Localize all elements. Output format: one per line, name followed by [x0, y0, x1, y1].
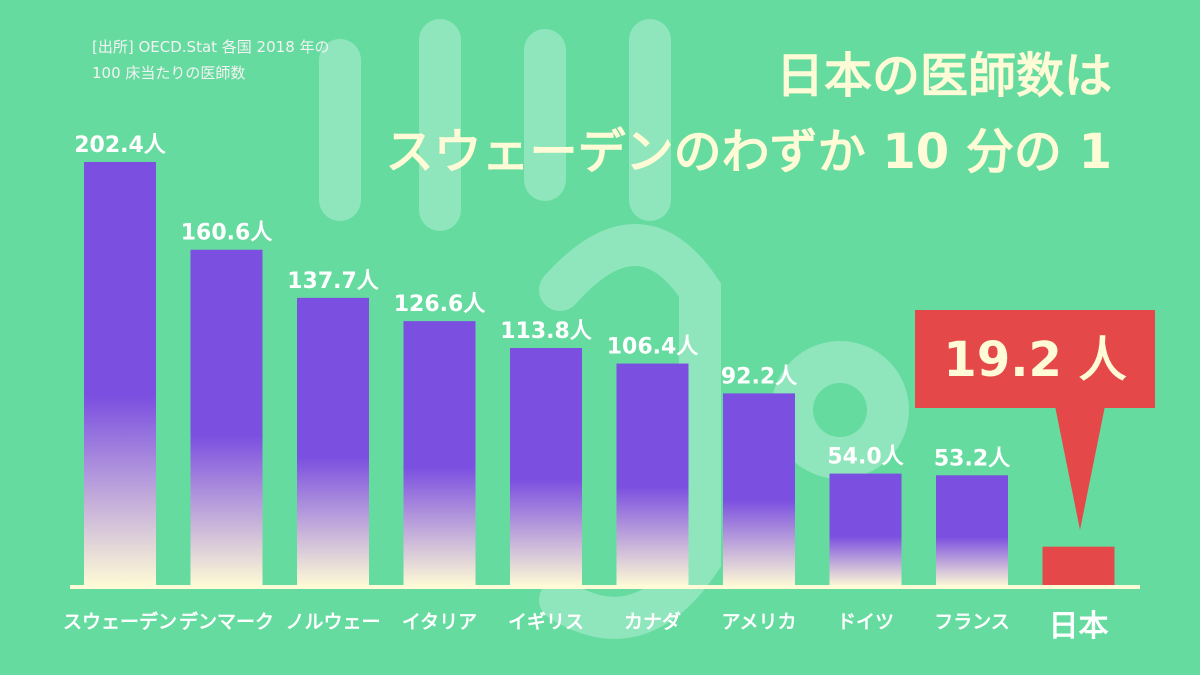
callout: 19.2 人 — [915, 310, 1155, 530]
value-label-5: 106.4人 — [607, 335, 699, 360]
value-label-4: 113.8人 — [500, 319, 592, 344]
bar-6 — [723, 393, 795, 587]
value-label-2: 137.7人 — [287, 269, 379, 294]
category-label-5: カナダ — [624, 610, 681, 633]
category-label-1: デンマーク — [179, 610, 274, 633]
bar-3 — [403, 321, 476, 587]
callout-value: 19.2 人 — [943, 332, 1126, 388]
callout-box — [915, 310, 1155, 408]
headline-line-1: 日本の医師数は — [776, 48, 1112, 104]
category-label-9: 日本 — [1049, 609, 1109, 644]
bar-9 — [1042, 546, 1115, 587]
category-label-3: イタリア — [402, 611, 477, 633]
bar-4 — [510, 348, 582, 587]
category-label-7: ドイツ — [837, 611, 894, 633]
value-label-1: 160.6人 — [181, 221, 273, 246]
category-label-0: スウェーデン — [63, 610, 177, 633]
bar-8 — [936, 475, 1008, 587]
value-labels-group: 202.4人 160.6人 137.7人 126.6人 113.8人 106.4人 92.2… — [74, 133, 1010, 471]
value-label-8: 53.2人 — [934, 446, 1010, 471]
bars-group — [84, 161, 1115, 588]
source-note-line-1: [出所] OECD.Stat 各国 2018 年の — [92, 38, 330, 56]
category-label-4: イギリス — [508, 611, 584, 633]
category-label-8: フランス — [934, 611, 1010, 633]
value-label-3: 126.6人 — [394, 292, 486, 317]
headline-line-2: スウェーデンのわずか 10 分の 1 — [386, 124, 1112, 180]
value-label-0: 202.4人 — [74, 133, 166, 158]
category-labels-group: スウェーデン デンマーク ノルウェー イタリア イギリス カナダ アメリカ ドイツ フランス 日本 — [63, 609, 1109, 644]
bar-5 — [616, 363, 689, 587]
category-label-2: ノルウェー — [285, 611, 380, 633]
source-note-line-2: 100 床当たりの医師数 — [92, 64, 245, 82]
value-label-7: 54.0人 — [827, 445, 903, 470]
category-label-6: アメリカ — [721, 611, 796, 633]
callout-pointer — [1055, 406, 1105, 530]
value-label-6: 92.2人 — [721, 364, 797, 389]
bar-1 — [190, 249, 263, 588]
bar-2 — [297, 297, 369, 587]
bar-7 — [829, 473, 902, 587]
bar-0 — [84, 161, 156, 587]
